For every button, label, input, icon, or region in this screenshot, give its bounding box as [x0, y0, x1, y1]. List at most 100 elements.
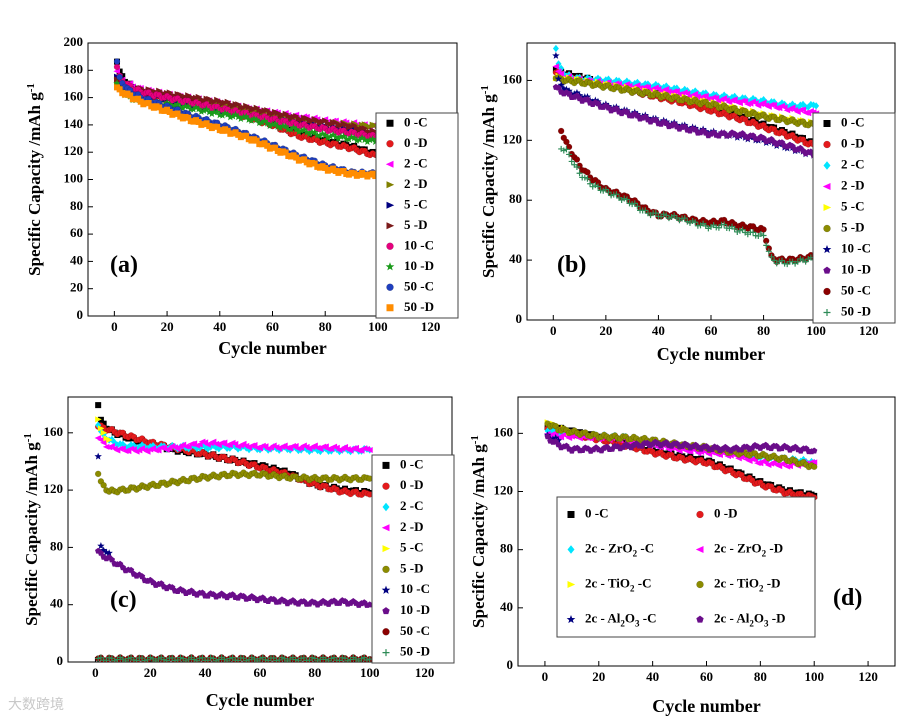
legend-label: 2c - TiO2 -D	[714, 575, 781, 593]
data-point	[281, 122, 290, 130]
data-point	[644, 83, 651, 90]
data-point	[797, 255, 804, 262]
data-point	[318, 129, 327, 137]
data-point	[250, 114, 258, 123]
data-point	[272, 144, 279, 151]
data-point	[113, 58, 121, 65]
data-point	[295, 128, 303, 136]
data-point	[684, 218, 691, 225]
data-point	[594, 74, 601, 82]
data-point	[287, 125, 295, 133]
x-tick-label: 120	[421, 319, 441, 334]
data-point	[226, 113, 235, 121]
data-point	[242, 112, 250, 120]
data-point	[174, 110, 181, 117]
legend-label: 50 -C	[400, 623, 430, 638]
data-point	[322, 443, 329, 450]
x-tick-label: 40	[652, 323, 665, 338]
legend-label: 10 -C	[404, 237, 434, 252]
legend-marker	[696, 510, 704, 519]
legend-marker	[386, 222, 395, 230]
y-tick-label: 100	[64, 170, 84, 185]
legend-marker	[822, 183, 831, 190]
legend-label: 2c - ZrO2 -C	[585, 540, 654, 558]
y-tick-label: 0	[77, 307, 84, 322]
data-point	[154, 447, 162, 454]
legend-label: 0 -D	[714, 505, 737, 520]
data-point	[237, 114, 245, 123]
data-points	[552, 44, 820, 268]
data-point	[813, 102, 820, 110]
data-point	[303, 128, 311, 136]
y-tick-label: 40	[50, 596, 63, 611]
data-point	[229, 112, 237, 120]
data-point	[293, 154, 300, 161]
data-point	[105, 549, 113, 557]
legend-marker	[382, 545, 391, 553]
data-points	[94, 402, 373, 662]
legend-label: 10 -C	[841, 240, 871, 255]
data-point	[260, 117, 269, 125]
x-tick-label: 80	[308, 665, 321, 680]
data-point	[613, 191, 620, 198]
data-point	[213, 108, 221, 116]
data-point	[562, 85, 571, 93]
data-point	[145, 100, 152, 107]
data-point	[771, 257, 778, 264]
data-point	[573, 156, 581, 163]
data-point	[557, 81, 565, 89]
legend-label: 50 -C	[404, 278, 434, 293]
legend-label: 50 -C	[841, 282, 871, 297]
legend-marker	[567, 511, 575, 518]
legend-marker	[386, 304, 394, 312]
panel-label: (d)	[833, 585, 862, 611]
x-tick-label: 20	[599, 323, 612, 338]
data-point	[300, 125, 308, 133]
data-point	[250, 442, 258, 449]
legend-label: 0 -D	[841, 135, 864, 150]
data-point	[156, 104, 163, 111]
data-point	[702, 89, 709, 97]
legend-label: 2 -C	[400, 498, 423, 513]
data-point	[292, 656, 299, 662]
legend-marker	[382, 482, 390, 490]
legend-marker	[386, 181, 395, 189]
watermark: 大数跨境	[8, 697, 64, 713]
y-tick-label: 40	[500, 599, 513, 614]
y-tick-label: 0	[507, 657, 514, 672]
data-point	[210, 108, 219, 116]
legend-marker	[823, 120, 831, 127]
data-point	[663, 82, 670, 90]
data-point	[255, 119, 264, 127]
data-point	[563, 146, 570, 153]
data-point	[673, 88, 680, 95]
data-point	[295, 446, 302, 455]
data-point	[642, 207, 649, 214]
data-point	[314, 446, 321, 455]
data-point	[253, 137, 260, 144]
data-point	[235, 101, 242, 108]
y-tick-label: 80	[50, 538, 63, 553]
x-tick-label: 60	[266, 319, 279, 334]
data-point	[568, 158, 575, 165]
y-axis-title: Specific Capacity /mAh g-1	[479, 85, 498, 278]
data-point	[768, 253, 775, 260]
data-point	[345, 135, 353, 143]
data-point	[786, 463, 793, 470]
data-point	[358, 655, 365, 662]
y-tick-label: 120	[494, 482, 514, 497]
data-point	[355, 135, 364, 143]
data-point	[544, 427, 551, 435]
data-point	[363, 137, 372, 145]
panel-label: (b)	[557, 252, 586, 278]
data-point	[310, 128, 319, 136]
legend-marker	[695, 546, 704, 553]
data-point	[602, 186, 609, 193]
data-point	[147, 443, 154, 451]
legend-marker	[567, 545, 575, 554]
y-tick-label: 180	[64, 61, 84, 76]
y-axis-title: Specific Capacity /mAh g-1	[22, 433, 41, 626]
data-point	[363, 656, 370, 662]
data-point	[262, 656, 269, 662]
